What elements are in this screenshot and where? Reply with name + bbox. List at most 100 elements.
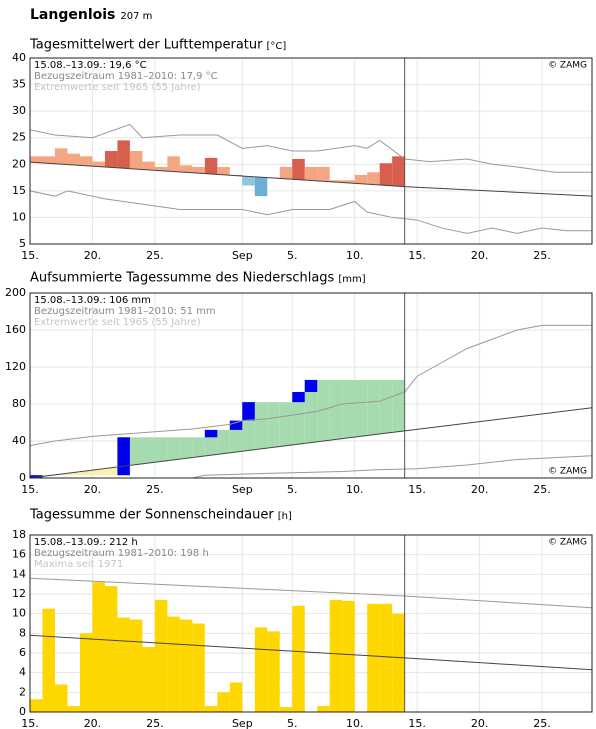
increment-bar bbox=[304, 379, 318, 392]
bar bbox=[392, 613, 405, 712]
deviation-fill bbox=[267, 402, 280, 448]
bar bbox=[304, 166, 318, 181]
annotation: 15.08.–13.09.: 212 h bbox=[34, 537, 138, 548]
y-tick-label: 14 bbox=[12, 567, 26, 580]
annotation: Bezugszeitraum 1981–2010: 51 mm bbox=[34, 306, 216, 317]
chart-unit: [mm] bbox=[338, 274, 365, 285]
annotation: Maxima seit 1971 bbox=[34, 559, 123, 570]
bar bbox=[154, 166, 168, 171]
increment-bar bbox=[117, 437, 130, 476]
x-tick-label: Sep bbox=[232, 483, 253, 496]
bar bbox=[154, 599, 168, 712]
copyright: © ZAMG bbox=[548, 61, 587, 71]
deviation-fill bbox=[329, 379, 343, 440]
x-tick-label: 25. bbox=[146, 249, 164, 262]
bar bbox=[317, 706, 330, 712]
bar bbox=[229, 682, 243, 712]
y-tick-label: 0 bbox=[19, 471, 26, 484]
chart-title: Aufsummierte Tagessumme des Niederschlag… bbox=[30, 271, 335, 286]
x-tick-label: 15. bbox=[21, 483, 39, 496]
deviation-fill bbox=[254, 402, 268, 449]
deviation-fill bbox=[279, 402, 293, 446]
deviation-fill bbox=[292, 391, 305, 445]
increment-bar bbox=[204, 429, 218, 438]
bar bbox=[104, 586, 118, 712]
bar bbox=[79, 156, 93, 166]
bar bbox=[379, 603, 393, 712]
bar bbox=[354, 174, 368, 184]
station-elevation: 207 m bbox=[120, 11, 152, 22]
bar bbox=[142, 161, 155, 170]
x-tick-label: 25. bbox=[533, 717, 551, 729]
y-tick-label: 40 bbox=[12, 51, 26, 64]
lower-line bbox=[30, 455, 593, 479]
bar bbox=[292, 158, 305, 180]
deviation-fill bbox=[79, 470, 93, 476]
deviation-fill bbox=[154, 437, 168, 462]
bar bbox=[67, 706, 80, 712]
x-tick-label: 20. bbox=[84, 717, 102, 729]
x-tick-label: 15. bbox=[408, 483, 426, 496]
chart-unit: [h] bbox=[278, 511, 292, 522]
bar bbox=[279, 166, 293, 179]
y-tick-label: 18 bbox=[12, 528, 26, 541]
y-tick-label: 40 bbox=[12, 434, 26, 447]
copyright: © ZAMG bbox=[548, 467, 587, 477]
bar bbox=[217, 692, 230, 712]
annotation: Extremwerte seit 1965 (55 Jahre) bbox=[34, 317, 201, 328]
bar bbox=[92, 161, 105, 167]
x-tick-label: 15. bbox=[21, 717, 39, 729]
bar bbox=[67, 153, 80, 166]
annotation: Extremwerte seit 1965 (55 Jahre) bbox=[34, 82, 201, 93]
chart-title: Tagesmittelwert der Lufttemperatur bbox=[29, 38, 263, 53]
annotation: Bezugszeitraum 1981–2010: 17,9 °C bbox=[34, 71, 218, 82]
y-tick-label: 35 bbox=[12, 78, 26, 91]
y-tick-label: 2 bbox=[19, 685, 26, 698]
x-tick-label: Sep bbox=[232, 249, 253, 262]
deviation-fill bbox=[54, 474, 68, 476]
station-name: Langenlois bbox=[30, 7, 115, 23]
bar bbox=[254, 177, 268, 197]
upper-line bbox=[29, 123, 592, 173]
y-tick-label: 12 bbox=[12, 587, 26, 600]
bar bbox=[42, 156, 55, 164]
x-tick-label: 25. bbox=[146, 717, 164, 729]
deviation-fill bbox=[92, 469, 105, 476]
chart-unit: [°C] bbox=[267, 41, 287, 52]
y-tick-label: 80 bbox=[12, 397, 26, 410]
bar bbox=[279, 707, 293, 712]
bar bbox=[179, 165, 193, 173]
x-tick-label: 20. bbox=[471, 249, 489, 262]
y-tick-label: 8 bbox=[19, 626, 26, 639]
y-tick-label: 160 bbox=[5, 323, 26, 336]
x-tick-label: 5. bbox=[287, 249, 298, 262]
deviation-fill bbox=[217, 429, 230, 454]
bar bbox=[117, 617, 130, 712]
annotation: Bezugszeitraum 1981–2010: 198 h bbox=[34, 548, 209, 559]
x-tick-label: Sep bbox=[232, 717, 253, 729]
y-tick-label: 5 bbox=[19, 237, 26, 250]
bar bbox=[104, 151, 118, 168]
upper-line bbox=[29, 324, 592, 447]
deviation-fill bbox=[104, 467, 118, 476]
deviation-fill bbox=[367, 379, 380, 435]
bar bbox=[129, 619, 143, 712]
y-tick-label: 6 bbox=[19, 646, 26, 659]
annotation: 15.08.–13.09.: 19,6 °C bbox=[34, 60, 147, 71]
y-tick-label: 30 bbox=[12, 104, 26, 117]
x-tick-label: 25. bbox=[533, 483, 551, 496]
bar bbox=[342, 600, 355, 712]
bar bbox=[217, 166, 230, 175]
bar bbox=[179, 619, 193, 712]
x-tick-label: 15. bbox=[21, 249, 39, 262]
x-tick-label: 20. bbox=[84, 483, 102, 496]
bar bbox=[329, 180, 343, 183]
x-tick-label: 20. bbox=[84, 249, 102, 262]
deviation-fill bbox=[317, 379, 330, 442]
copyright: © ZAMG bbox=[548, 538, 587, 548]
deviation-fill bbox=[342, 379, 355, 438]
bar bbox=[342, 180, 355, 183]
y-tick-label: 10 bbox=[12, 607, 26, 620]
bar bbox=[317, 166, 330, 182]
